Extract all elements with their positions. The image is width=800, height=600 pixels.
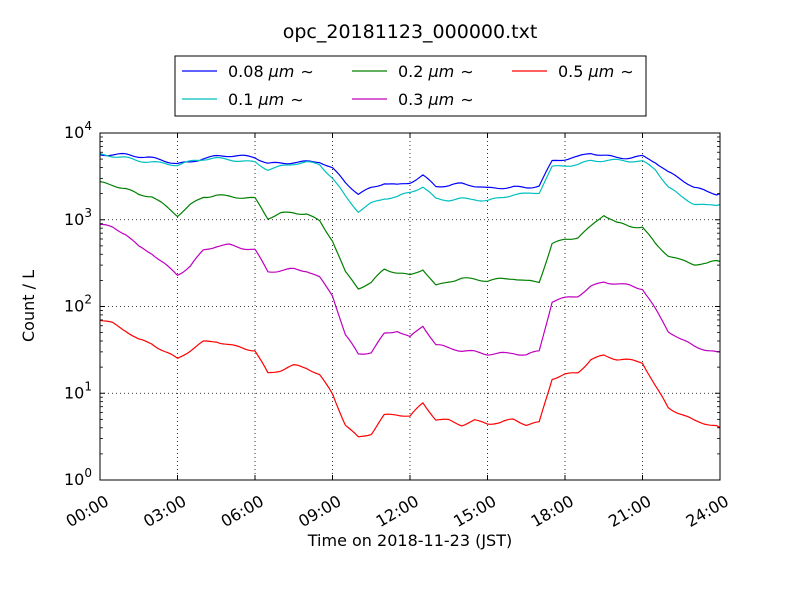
y-tick-label: 100 [64,466,92,489]
series-line-0-2um [99,181,721,290]
y-tick-base: 10 [64,210,84,229]
y-tick-base: 10 [64,123,84,142]
y-tick-exponent: 0 [84,466,92,480]
legend-unit: μm [257,90,284,109]
y-tick-label: 104 [64,119,92,142]
legend-entry: 0.3 μm ∼ [398,90,474,109]
legend-size: 0.08 [228,62,264,81]
series-line-0-5um [99,319,721,438]
y-tick-label: 102 [64,293,92,316]
y-tick-exponent: 2 [84,293,92,307]
series-line-0-1um [99,152,721,213]
legend-entry: 0.2 μm ∼ [398,62,474,81]
y-tick-label: 103 [64,206,92,229]
legend-suffix: ∼ [300,62,313,81]
y-tick-base: 10 [64,297,84,316]
y-tick-base: 10 [64,383,84,402]
y-tick-label: 101 [64,379,92,402]
legend-suffix: ∼ [620,62,633,81]
legend-size: 0.5 [558,62,583,81]
legend-size: 0.3 [398,90,423,109]
y-tick-exponent: 4 [84,119,92,133]
axis-ticks [99,132,721,481]
legend-box [174,55,647,117]
chart-title: opc_20181123_000000.txt [283,21,538,43]
legend-unit: μm [427,62,454,81]
y-tick-exponent: 3 [84,206,92,220]
legend-entry: 0.1 μm ∼ [228,90,304,109]
legend-suffix: ∼ [290,90,303,109]
y-tick-exponent: 1 [84,379,92,393]
x-axis-title: Time on 2018-11-23 (JST) [307,531,512,550]
legend-unit: μm [427,90,454,109]
legend-suffix: ∼ [460,62,473,81]
series-line-0-3um [99,223,721,356]
legend-unit: μm [587,62,614,81]
legend-entry: 0.5 μm ∼ [558,62,634,81]
legend-unit: μm [268,62,295,81]
y-tick-base: 10 [64,470,84,489]
series-lines [99,152,721,438]
legend-suffix: ∼ [460,90,473,109]
legend-size: 0.2 [398,62,423,81]
legend-entry: 0.08 μm ∼ [228,62,314,81]
grid-lines [100,133,720,480]
y-axis-title: Count / L [19,270,38,342]
legend: 0.08 μm ∼0.1 μm ∼0.2 μm ∼0.3 μm ∼0.5 μm ∼ [174,55,647,117]
series-line-0-08um [99,152,721,196]
legend-size: 0.1 [228,90,253,109]
